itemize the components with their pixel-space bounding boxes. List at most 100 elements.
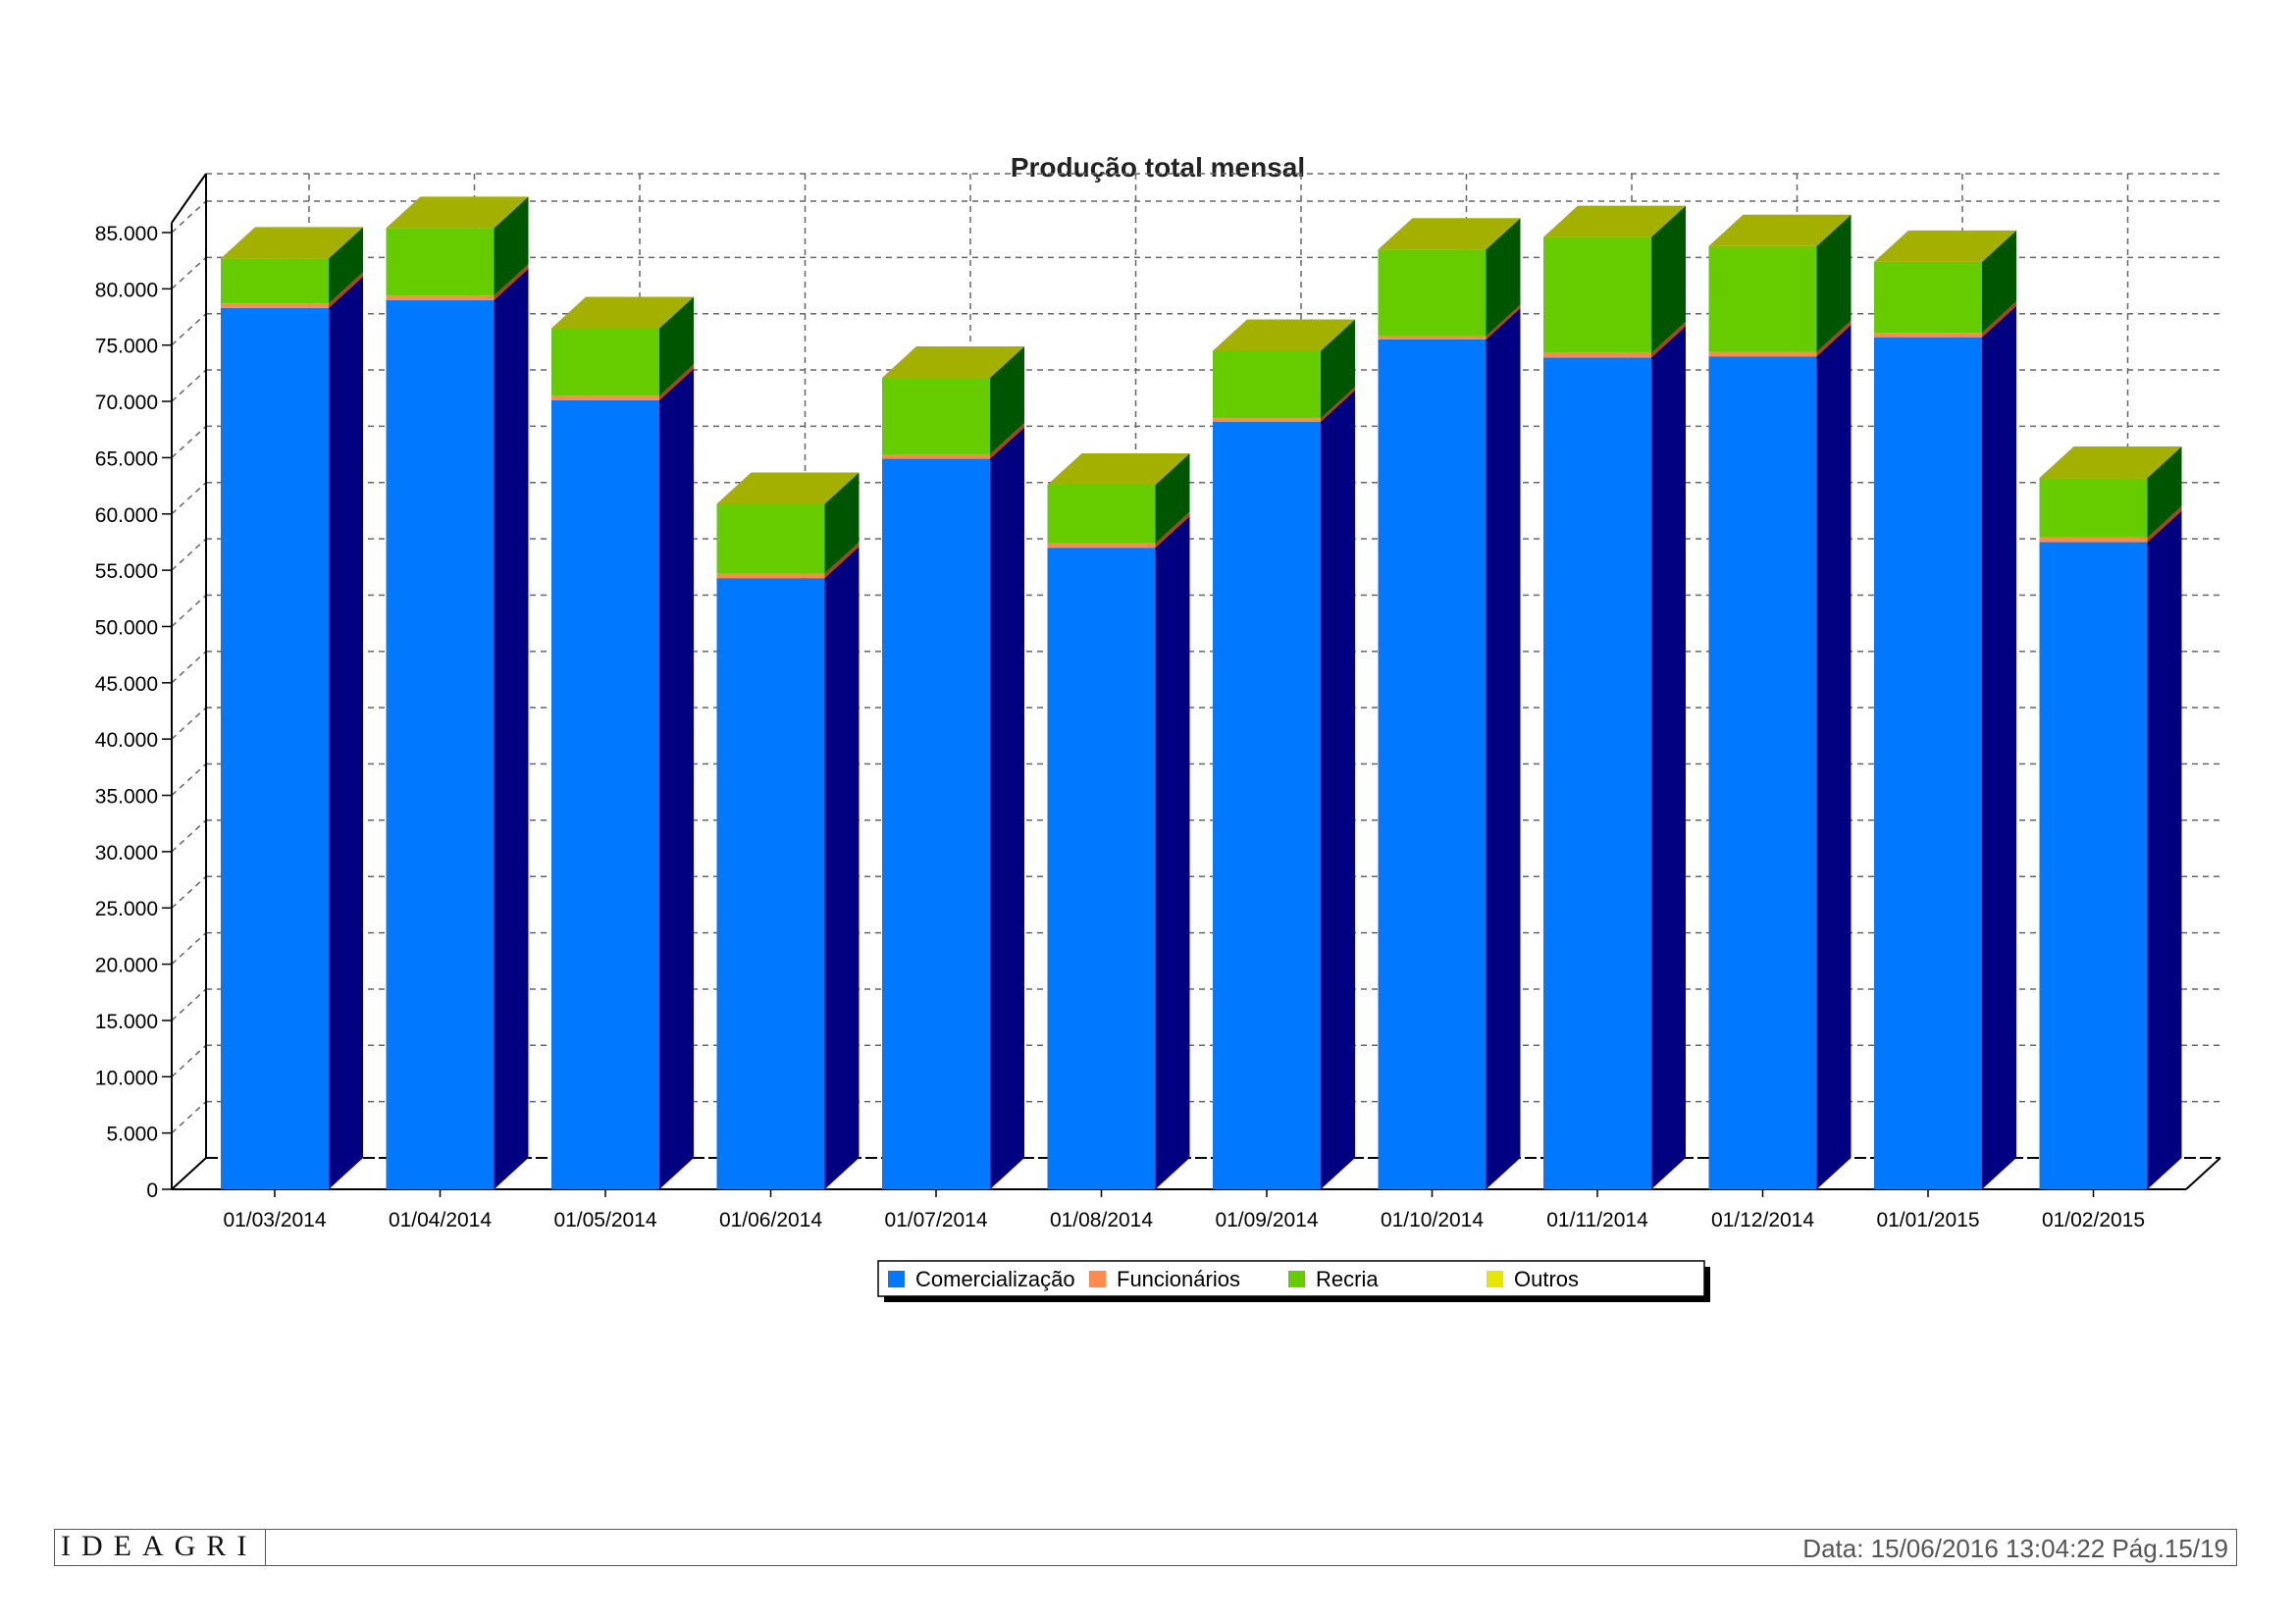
y-tick-label: 75.000: [95, 336, 158, 358]
legend-swatch: [1089, 1271, 1106, 1287]
gridline-side: [171, 651, 207, 684]
bar-segment-side: [824, 542, 860, 579]
x-tick-label: 01/07/2014: [884, 1209, 987, 1231]
bar-segment-side: [990, 422, 1024, 459]
chart-title: Produção total mensal: [1011, 152, 1305, 183]
bar-segment: [1047, 484, 1156, 544]
bar-segment: [1543, 357, 1651, 1190]
bar-segment: [1213, 421, 1321, 1189]
bar-segment-side: [2147, 446, 2182, 538]
bar-segment: [882, 458, 990, 1189]
gridline-side: [171, 762, 207, 797]
bar-segment-side: [1816, 325, 1852, 1189]
bar-segment-side: [1486, 307, 1521, 1189]
bar-segment-side: [329, 276, 363, 1190]
x-tick-label: 01/06/2014: [719, 1209, 822, 1231]
y-tick-label: 45.000: [95, 673, 158, 696]
bar-top-face: [551, 296, 694, 329]
bar-segment: [1378, 249, 1487, 337]
bar-top-face: [1874, 230, 2016, 262]
gridline-side: [171, 200, 207, 234]
bar-segment-side: [1155, 516, 1190, 1189]
bar-top-face: [716, 472, 860, 504]
bar-segment-side: [824, 472, 860, 574]
bar-segment: [716, 578, 825, 1189]
bar-segment: [1213, 418, 1321, 422]
legend-swatch: [1288, 1271, 1305, 1287]
x-tick-label: 01/01/2015: [1876, 1209, 1979, 1231]
bar-segment-side: [1486, 218, 1521, 337]
gridline-side: [171, 988, 207, 1022]
bar-top-face: [2039, 446, 2182, 479]
bar-segment: [1047, 543, 1156, 549]
gridline-side: [171, 425, 207, 458]
bar-segment-side: [329, 272, 363, 308]
bar-segment-side: [494, 264, 529, 300]
page-footer: IDEAGRI Data: 15/06/2016 13:04:22 Pág.15…: [54, 1529, 2237, 1566]
gridline-side: [171, 594, 207, 628]
y-tick-label: 20.000: [95, 955, 158, 977]
y-axis-top-edge: [171, 173, 207, 224]
bar-segment-side: [2147, 510, 2182, 1189]
bar-segment: [551, 399, 659, 1190]
footer-date-page: Data: 15/06/2016 13:04:22 Pág.15/19: [1802, 1534, 2228, 1563]
bars: [221, 196, 2182, 1190]
bar-segment-side: [1982, 230, 2016, 334]
x-tick-label: 01/09/2014: [1215, 1209, 1318, 1231]
bar-segment-side: [2147, 505, 2182, 543]
bar-top-face: [1543, 205, 1686, 237]
floor-left-edge: [171, 1157, 207, 1190]
ideagri-logo: IDEAGRI: [55, 1530, 266, 1565]
bar-segment-side: [824, 547, 860, 1189]
y-tick-label: 40.000: [95, 729, 158, 752]
bar-segment: [1543, 352, 1651, 358]
y-tick-label: 60.000: [95, 504, 158, 527]
gridline-side: [171, 875, 207, 909]
y-tick-label: 50.000: [95, 616, 158, 639]
y-tick-label: 35.000: [95, 786, 158, 809]
gridline-side: [171, 707, 207, 740]
bar-segment: [1708, 351, 1817, 357]
x-tick-labels: 01/03/2014 01/04/2014 01/05/2014 01/06/2014…: [223, 1209, 2145, 1231]
floor-right-edge: [2185, 1157, 2221, 1190]
bar-segment: [1213, 350, 1321, 419]
legend-label: Funcionários: [1117, 1267, 1240, 1291]
bar-segment-side: [1155, 452, 1190, 544]
bar-segment: [221, 303, 329, 308]
bar-top-face: [386, 196, 529, 229]
y-tick-label: 25.000: [95, 898, 158, 920]
bar-segment: [1874, 337, 1982, 1189]
legend: Comercialização Funcionários Recria Outros: [877, 1260, 1710, 1302]
gridline-side: [171, 482, 207, 515]
bar-segment-side: [494, 268, 529, 1190]
bar-segment-side: [990, 427, 1024, 1189]
bar-segment: [386, 295, 495, 300]
x-tick-label: 01/04/2014: [389, 1209, 492, 1231]
x-tick-label: 01/11/2014: [1546, 1209, 1648, 1231]
bar-segment-side: [1651, 205, 1686, 353]
legend-label: Outros: [1514, 1267, 1579, 1291]
y-tick-label: 10.000: [95, 1067, 158, 1089]
bar-segment: [882, 453, 990, 459]
bar-segment-side: [1486, 304, 1521, 340]
y-tick-label: 15.000: [95, 1011, 158, 1033]
y-tick-label: 0: [146, 1179, 158, 1202]
x-tick-label: 01/03/2014: [223, 1209, 326, 1231]
bar-segment-side: [659, 368, 694, 1190]
bar-segment: [1874, 333, 1982, 338]
y-tick-label: 80.000: [95, 279, 158, 301]
gridline-side: [171, 313, 207, 346]
y-tick-label: 55.000: [95, 560, 158, 583]
bar-segment: [882, 377, 990, 454]
legend-swatch: [888, 1271, 905, 1287]
bar-segment: [1543, 236, 1651, 353]
y-tick-label: 65.000: [95, 447, 158, 470]
bar-segment-side: [659, 364, 694, 400]
gridline-side: [171, 932, 207, 966]
bar-segment: [2039, 537, 2148, 543]
bar-segment-side: [1321, 387, 1355, 422]
bar-segment-side: [1982, 305, 2016, 1189]
gridline-side: [171, 1101, 207, 1134]
x-tick-label: 01/08/2014: [1050, 1209, 1153, 1231]
